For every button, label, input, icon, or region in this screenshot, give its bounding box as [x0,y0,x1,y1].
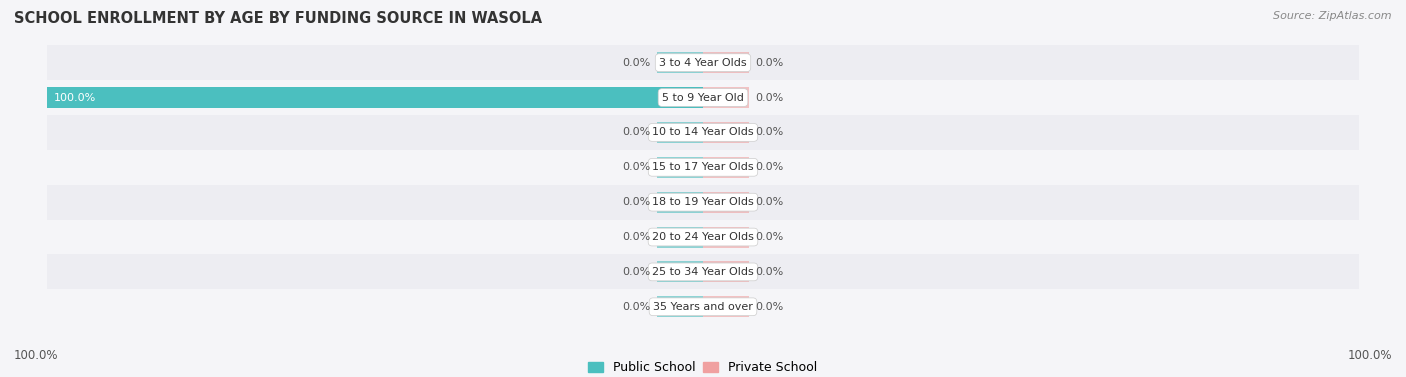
Text: 15 to 17 Year Olds: 15 to 17 Year Olds [652,162,754,172]
Text: 20 to 24 Year Olds: 20 to 24 Year Olds [652,232,754,242]
Bar [46,150,1360,185]
Legend: Public School, Private School: Public School, Private School [583,356,823,377]
Text: 100.0%: 100.0% [14,349,59,362]
Bar [46,290,1360,324]
Text: 0.0%: 0.0% [755,58,783,68]
Bar [703,157,749,178]
Bar [657,122,703,143]
Text: 10 to 14 Year Olds: 10 to 14 Year Olds [652,127,754,138]
Bar [703,262,749,282]
Bar [46,45,1360,80]
Text: 0.0%: 0.0% [623,232,651,242]
Bar [703,192,749,213]
Bar [657,52,703,73]
Bar [46,254,1360,290]
Text: 0.0%: 0.0% [623,58,651,68]
Text: 35 Years and over: 35 Years and over [652,302,754,312]
Text: 25 to 34 Year Olds: 25 to 34 Year Olds [652,267,754,277]
Text: Source: ZipAtlas.com: Source: ZipAtlas.com [1274,11,1392,21]
Text: 100.0%: 100.0% [1347,349,1392,362]
Bar [657,262,703,282]
Text: 0.0%: 0.0% [623,162,651,172]
Text: 0.0%: 0.0% [755,267,783,277]
Bar [657,227,703,248]
Text: 0.0%: 0.0% [623,127,651,138]
Text: 0.0%: 0.0% [623,302,651,312]
Text: 0.0%: 0.0% [755,162,783,172]
Bar [46,80,1360,115]
Bar [657,157,703,178]
Bar [46,115,1360,150]
Bar [703,87,749,108]
Text: 100.0%: 100.0% [53,92,96,103]
Bar [46,185,1360,219]
Bar [703,296,749,317]
Text: 0.0%: 0.0% [755,92,783,103]
Bar [703,122,749,143]
Text: 18 to 19 Year Olds: 18 to 19 Year Olds [652,197,754,207]
Text: 5 to 9 Year Old: 5 to 9 Year Old [662,92,744,103]
Bar [657,192,703,213]
Bar [703,227,749,248]
Text: SCHOOL ENROLLMENT BY AGE BY FUNDING SOURCE IN WASOLA: SCHOOL ENROLLMENT BY AGE BY FUNDING SOUR… [14,11,543,26]
Text: 0.0%: 0.0% [623,197,651,207]
Text: 0.0%: 0.0% [755,197,783,207]
Bar [46,219,1360,254]
Bar [46,87,703,108]
Bar [703,52,749,73]
Text: 0.0%: 0.0% [755,302,783,312]
Text: 3 to 4 Year Olds: 3 to 4 Year Olds [659,58,747,68]
Bar [657,296,703,317]
Text: 0.0%: 0.0% [755,232,783,242]
Text: 0.0%: 0.0% [755,127,783,138]
Text: 0.0%: 0.0% [623,267,651,277]
